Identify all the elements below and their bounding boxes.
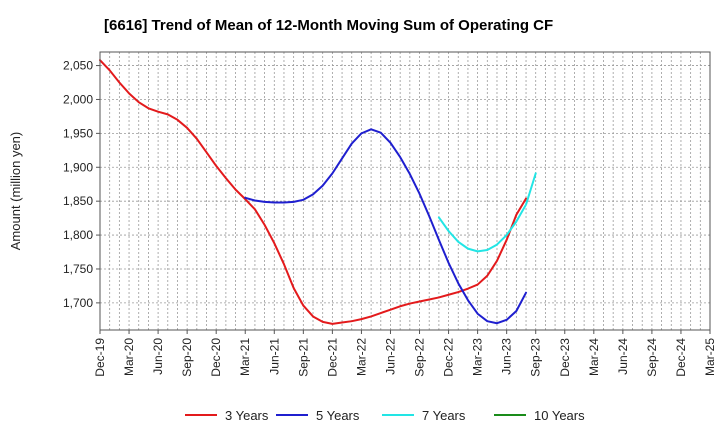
x-tick-label: Dec-23 bbox=[558, 338, 572, 377]
legend-label: 10 Years bbox=[534, 408, 585, 423]
y-tick-label: 1,950 bbox=[63, 126, 93, 140]
x-tick-label: Dec-21 bbox=[325, 338, 339, 377]
x-tick-label: Jun-23 bbox=[500, 338, 514, 375]
legend: 3 Years 5 Years 7 Years 10 Years bbox=[185, 408, 585, 423]
y-axis-label: Amount (million yen) bbox=[8, 132, 23, 251]
x-tick-label: Mar-21 bbox=[238, 338, 252, 376]
chart-title: [6616] Trend of Mean of 12-Month Moving … bbox=[104, 17, 553, 34]
y-axis-ticks: 1,700 1,750 1,800 1,850 1,900 1,950 2,000 2,050 bbox=[63, 59, 100, 310]
series-line-5-years bbox=[244, 128, 528, 325]
x-tick-label: Sep-23 bbox=[529, 338, 543, 377]
x-tick-label: Dec-24 bbox=[674, 338, 688, 377]
x-tick-label: Mar-23 bbox=[471, 338, 485, 376]
y-tick-label: 1,850 bbox=[63, 194, 93, 208]
x-tick-label: Mar-24 bbox=[587, 338, 601, 376]
x-tick-label: Dec-20 bbox=[209, 338, 223, 377]
legend-label: 3 Years bbox=[225, 408, 269, 423]
x-tick-label: Jun-20 bbox=[151, 338, 165, 375]
plot-area bbox=[100, 52, 710, 330]
x-tick-label: Mar-22 bbox=[354, 338, 368, 376]
x-tick-label: Sep-20 bbox=[180, 338, 194, 377]
y-tick-label: 1,900 bbox=[63, 160, 93, 174]
x-axis-ticks: Dec-19 Mar-20 Jun-20 Sep-20 Dec-20 Mar-21 Jun-… bbox=[93, 330, 717, 377]
legend-label: 5 Years bbox=[316, 408, 360, 423]
x-tick-label: Sep-21 bbox=[296, 338, 310, 377]
legend-label: 7 Years bbox=[422, 408, 466, 423]
x-tick-label: Dec-22 bbox=[442, 338, 456, 377]
y-tick-label: 1,800 bbox=[63, 228, 93, 242]
x-tick-label: Sep-22 bbox=[413, 338, 427, 377]
y-tick-label: 1,700 bbox=[63, 296, 93, 310]
x-tick-label: Mar-20 bbox=[122, 338, 136, 376]
y-tick-label: 1,750 bbox=[63, 262, 93, 276]
x-tick-label: Dec-19 bbox=[93, 338, 107, 377]
series-lines bbox=[99, 59, 537, 325]
x-tick-label: Jun-21 bbox=[267, 338, 281, 375]
x-tick-label: Jun-22 bbox=[383, 338, 397, 375]
series-line-3-years bbox=[99, 59, 528, 325]
plot-frame bbox=[99, 51, 711, 331]
y-tick-label: 2,000 bbox=[63, 92, 93, 106]
x-tick-label: Sep-24 bbox=[645, 338, 659, 377]
series-line-7-years bbox=[437, 172, 537, 253]
y-tick-label: 2,050 bbox=[63, 59, 93, 73]
x-tick-label: Mar-25 bbox=[703, 338, 717, 376]
x-tick-label: Jun-24 bbox=[616, 338, 630, 375]
